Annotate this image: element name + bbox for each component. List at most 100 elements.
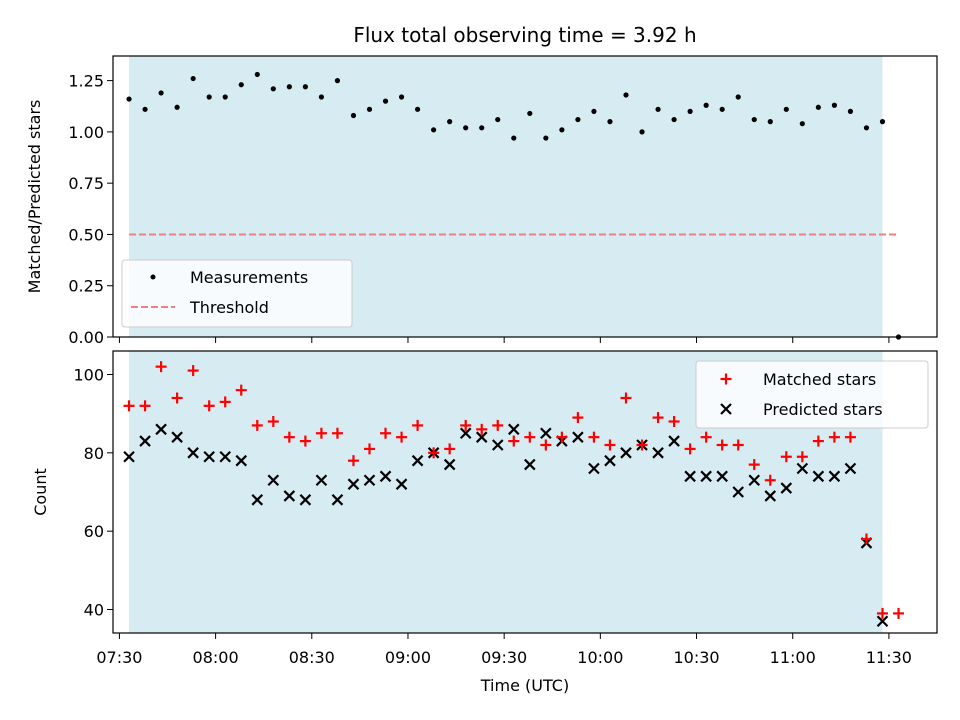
measurement-point [655,106,661,112]
measurement-point [511,135,517,141]
x-tick-label: 09:00 [385,648,431,667]
measurement-point [831,102,838,108]
y-tick-label: 0.00 [68,328,104,347]
predicted-star-point [299,494,312,506]
ratio-panel-legend-box [121,259,353,328]
ratio-panel-legend: Measurements Threshold [121,259,353,328]
measurements-series [126,71,902,340]
predicted-star-point [620,447,632,459]
predicted-star-point [524,458,536,471]
y-tick-label: 0.25 [68,277,104,296]
matched-star-point [684,443,696,455]
legend-cross-glyph [720,403,732,415]
count-panel-legend-box [695,360,929,429]
measurement-point [607,119,613,125]
predicted-star-point [411,454,424,467]
matched-star-point [620,392,632,404]
predicted-star-point [716,470,728,483]
matched-star-point [444,443,456,455]
measurement-point [863,125,870,131]
measurement-point [559,127,565,133]
predicted-star-point [363,474,376,487]
matched-star-point [876,607,888,619]
legend-predicted-marker [720,403,732,415]
predicted-star-point [379,470,392,483]
matched-star-point [171,392,183,404]
measurement-point [398,94,405,100]
predicted-star-point [652,447,664,459]
matched-star-point [860,533,872,545]
matched-star-point [572,412,584,424]
predicted-star-point [748,474,761,487]
measurement-point [591,108,597,114]
ratio-panel-x-ticks [118,337,890,343]
measurement-point [703,102,709,108]
ratio-panel-y-ticks: 0.00 0.25 0.50 0.75 1.00 1.25 [68,72,113,347]
predicted-star-point [684,470,696,483]
x-tick-label: 10:00 [577,648,623,667]
measurement-point [767,119,773,125]
matched-star-point [187,365,199,377]
measurement-point [190,75,196,82]
predicted-star-point [251,494,264,506]
y-tick-label: 1.00 [68,123,104,142]
measurement-point [751,116,757,123]
measurement-point [735,94,741,100]
matched-star-point [844,431,856,443]
y-tick-label: 80 [84,444,104,463]
chart-title: Flux total observing time = 3.92 h [353,23,696,47]
x-tick-label: 09:30 [481,648,527,667]
ratio-panel-frame [112,55,938,338]
measurement-point [270,86,276,92]
measurement-point [687,108,693,114]
matched-star-point [508,435,520,447]
x-tick-label: 08:30 [289,648,335,667]
predicted-star-point [203,450,215,463]
measurement-point [783,106,789,112]
matched-star-point [604,439,616,451]
predicted-star-point [347,478,360,490]
measurement-point [142,106,148,112]
ratio-panel: 0.00 0.25 0.50 0.75 1.00 1.25 Flux total obse… [25,23,938,347]
measurement-point [463,125,469,131]
measurement-point [847,108,854,114]
matched-star-point [235,384,247,396]
y-tick-label: 100 [73,366,104,385]
predicted-star-point [443,458,456,471]
measurement-point [366,106,373,112]
measurement-point [447,119,453,125]
measurement-point [639,129,645,135]
matched-star-point [700,431,712,443]
matched-star-point [540,439,552,451]
x-tick-label: 11:00 [770,648,816,667]
predicted-star-point [572,431,584,443]
matched-star-point [476,423,488,435]
matched-star-point [828,431,840,443]
measurement-point [431,127,437,133]
y-tick-label: 1.25 [68,72,104,91]
measurement-point [879,119,886,125]
y-tick-label: 60 [84,522,104,541]
measurement-point [479,125,485,131]
matched-star-point [380,427,392,439]
measurement-point [527,110,533,117]
measurement-point [158,90,164,96]
predicted-star-point [508,423,520,436]
measurement-point [575,116,581,123]
matched-star-point [716,439,728,451]
predicted-star-point [700,470,712,483]
predicted-star-point [828,470,841,483]
measurement-point [350,112,357,119]
measurement-point [543,135,549,141]
matched-star-point [812,435,824,447]
matched-star-point [396,431,408,443]
count-panel-y-ticks: 40 60 80 100 [73,366,113,620]
matched-star-point [460,419,472,431]
measurement-point [799,121,805,127]
predicted-star-point [155,423,167,436]
count-panel: 40 60 80 100 07:30 08:00 08:30 09:00 09:30 10:00… [31,350,938,695]
x-tick-label: 07:30 [96,648,142,667]
matched-star-point [363,443,375,455]
count-panel-legend: Matched stars Predicted stars [695,360,929,429]
